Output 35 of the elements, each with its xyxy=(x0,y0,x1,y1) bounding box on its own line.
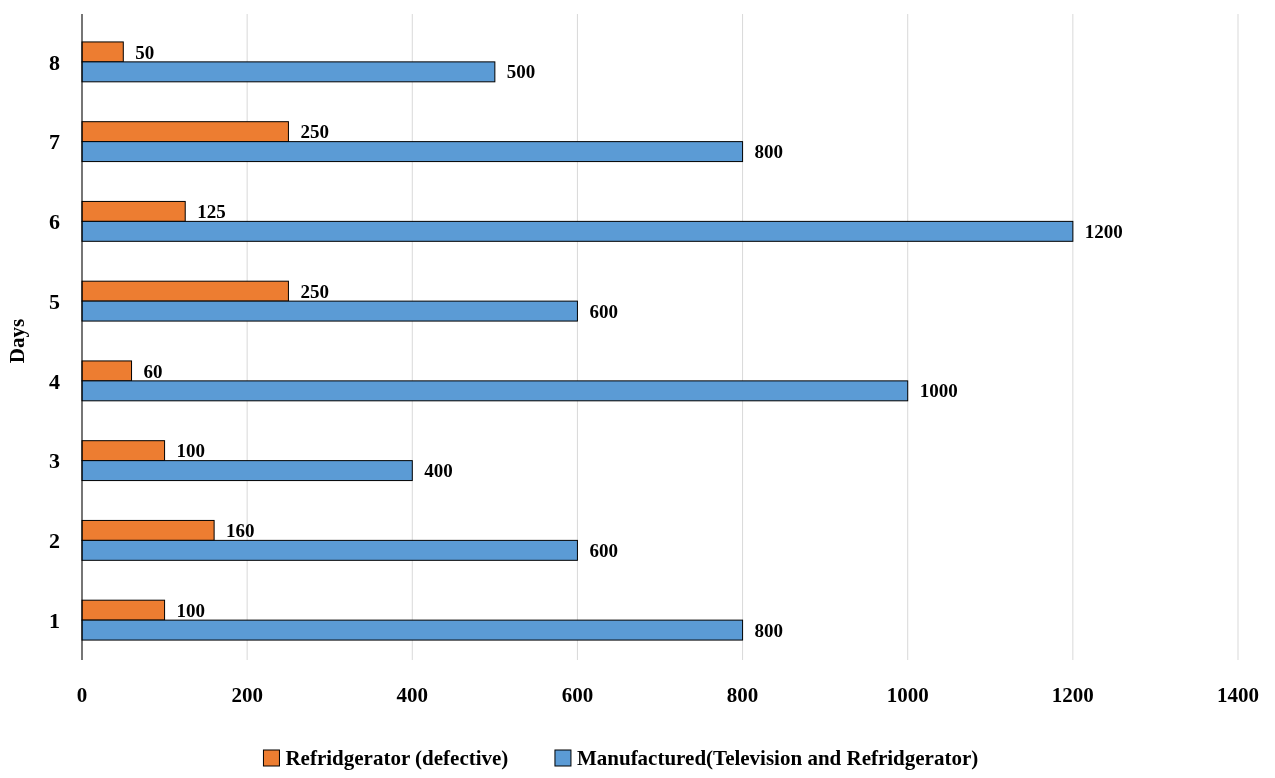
data-label: 60 xyxy=(143,360,163,382)
y-tick-label: 1 xyxy=(49,607,60,633)
x-tick-label: 1200 xyxy=(1051,683,1094,707)
data-label: 100 xyxy=(176,599,206,621)
data-label: 250 xyxy=(300,280,329,302)
y-tick-label: 2 xyxy=(49,528,60,554)
data-label: 50 xyxy=(135,41,155,63)
data-label: 800 xyxy=(754,141,784,163)
data-label: 250 xyxy=(300,121,329,143)
y-tick-label: 3 xyxy=(49,448,60,474)
y-tick-label: 7 xyxy=(49,129,60,155)
x-tick-label: 1000 xyxy=(886,683,929,707)
y-tick-label: 5 xyxy=(49,288,60,314)
y-axis-title: Days xyxy=(5,318,29,364)
x-tick-label: 0 xyxy=(76,683,88,707)
data-label: 600 xyxy=(589,539,618,561)
legend-label: Refridgerator (defective) xyxy=(285,746,509,771)
x-tick-label: 800 xyxy=(726,683,759,707)
legend-label: Manufactured(Television and Refridgerator) xyxy=(576,746,979,771)
x-tick-label: 600 xyxy=(561,683,594,707)
data-label: 600 xyxy=(589,300,618,322)
data-label: 400 xyxy=(424,460,453,482)
x-tick-label: 200 xyxy=(231,683,263,707)
y-tick-label: 8 xyxy=(49,49,60,75)
data-label: 160 xyxy=(226,520,255,542)
x-tick-label: 1400 xyxy=(1217,683,1259,707)
data-label: 800 xyxy=(754,619,784,641)
x-tick-label: 400 xyxy=(396,683,429,707)
y-tick-label: 6 xyxy=(49,209,60,235)
data-label: 1000 xyxy=(919,380,958,402)
y-tick-label: 4 xyxy=(49,368,60,394)
data-label: 100 xyxy=(176,440,206,462)
data-label: 125 xyxy=(197,201,226,223)
data-label: 1200 xyxy=(1084,220,1123,242)
data-label: 500 xyxy=(506,61,536,83)
